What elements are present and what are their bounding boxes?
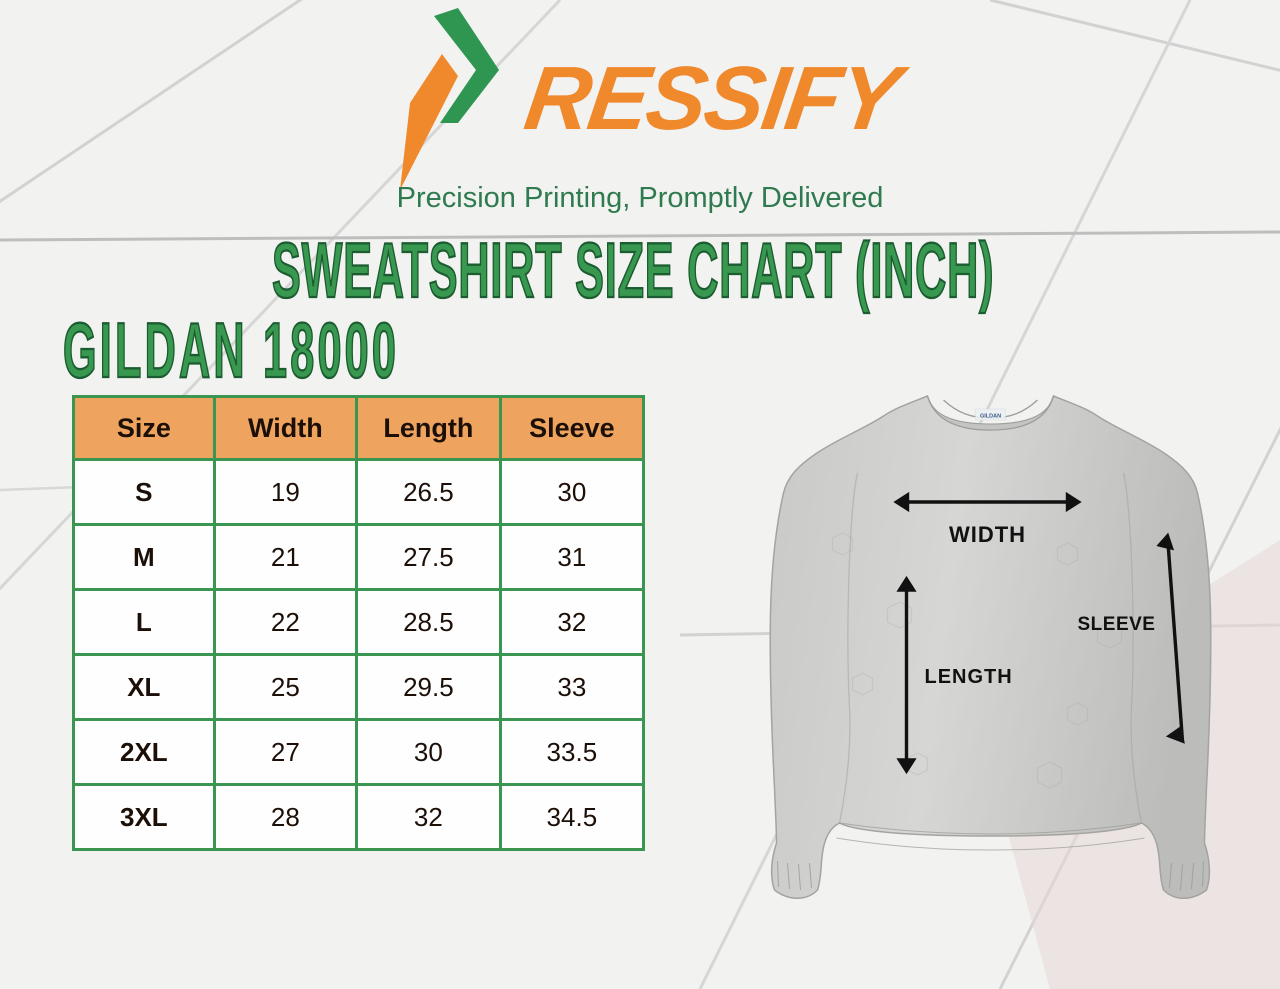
svg-text:GILDAN: GILDAN — [980, 414, 1001, 420]
svg-text:SLEEVE: SLEEVE — [1078, 614, 1156, 635]
svg-text:WIDTH: WIDTH — [949, 522, 1026, 547]
svg-text:LENGTH: LENGTH — [925, 666, 1013, 688]
